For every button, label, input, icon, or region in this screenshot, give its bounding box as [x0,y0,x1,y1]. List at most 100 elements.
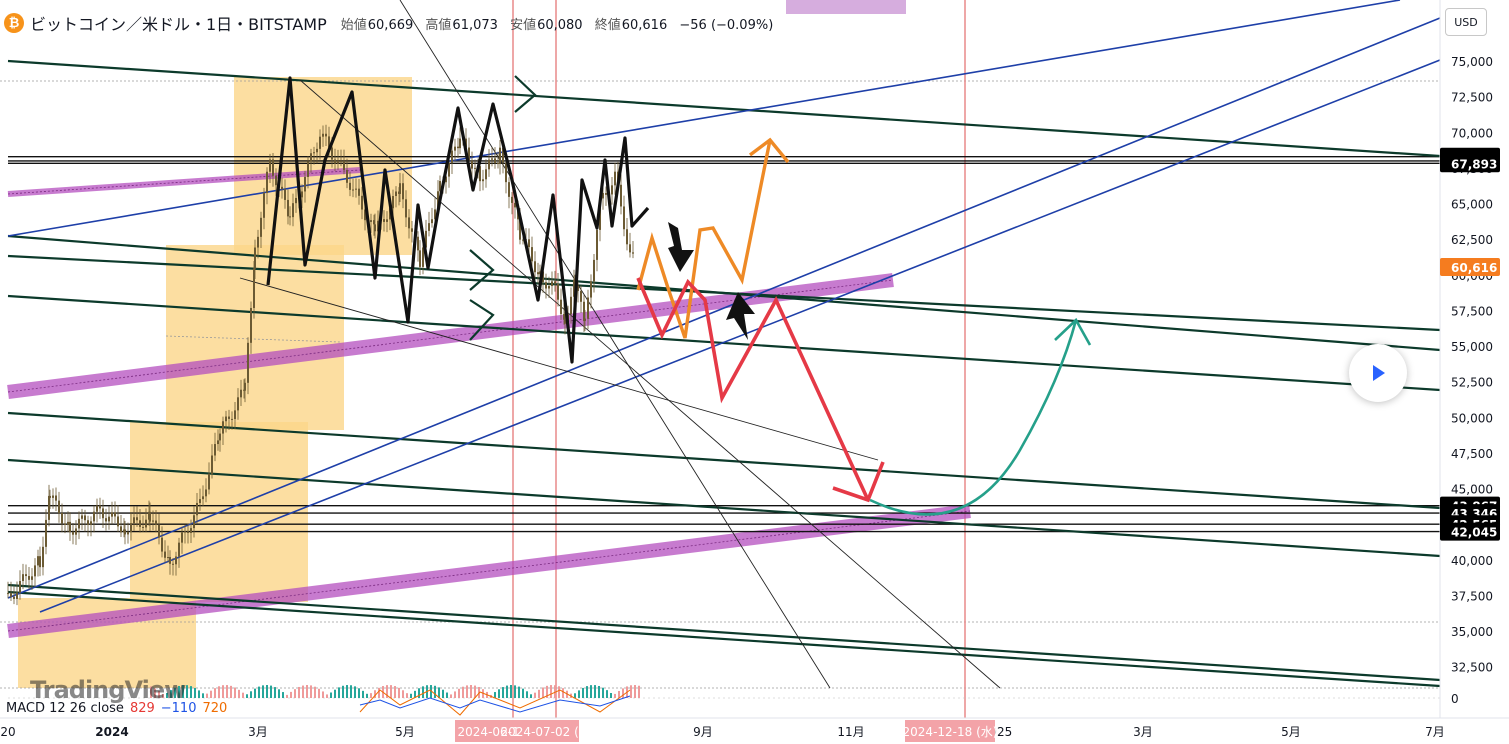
candle-body [28,576,30,580]
close-label: 終値 [594,17,621,33]
candle-body [361,195,363,210]
time-axis-label: 11月 [837,725,864,739]
candle-body [494,158,496,164]
teal-curved-arrow [869,319,1078,516]
close-value: 60,616 [621,17,668,33]
replay-play-button[interactable] [1349,344,1407,402]
macd-bar [542,687,544,698]
play-icon [1373,365,1385,381]
candle-body [81,515,83,519]
candle-body [158,524,160,538]
candle-body [337,160,339,164]
candle-body [584,318,586,321]
macd-bar [262,685,264,698]
macd-bar [374,690,376,698]
candle-body [149,511,151,522]
candle-body [133,517,135,524]
macd-bar [398,687,400,698]
macd-title: MACD 12 26 close [6,701,124,716]
candle-body [269,159,271,172]
candle-body [399,183,401,194]
candle-body [417,236,419,251]
macd-bar [470,685,472,698]
macd-bar [210,690,212,698]
candle-body [87,520,89,525]
candle-body [225,416,227,422]
candle-body [69,521,71,533]
macd-bar [434,685,436,698]
macd-bar [578,690,580,698]
macd-bar [250,691,252,698]
trend-line-dark [7,458,1441,558]
macd-bar [502,687,504,698]
macd-bar [418,688,420,698]
candle-body [346,169,348,183]
trend-line-dark [7,590,1441,688]
candle-body [117,516,119,527]
macd-bar [222,685,224,698]
candle-body [545,282,547,289]
macd-bar [394,686,396,698]
symbol-header[interactable]: ₿ ビットコイン／米ドル・1日・BITSTAMP 始値60,669 高値61,0… [4,6,773,40]
macd-legend[interactable]: MACD 12 26 close 829 −110 720 [6,701,227,716]
candle-body [287,199,289,217]
time-axis-label: 7月 [1425,725,1445,739]
open-label: 始値 [340,17,367,33]
price-axis-bg [1440,0,1509,744]
candle-body [587,297,589,319]
currency-button[interactable]: USD [1445,8,1487,36]
time-axis-label: 20 [0,725,15,739]
candle-body [105,518,107,522]
candle-body [240,389,242,398]
macd-signal-line [359,695,631,713]
macd-bar [218,686,220,698]
purple-band-centerline [7,169,361,195]
candle-body [580,291,582,302]
candle-body [45,519,47,547]
candle-body [511,196,513,203]
candle-body [488,159,490,170]
candle-body [402,183,404,200]
candle-body [193,515,195,529]
candle-body [411,228,413,232]
candle-body [564,319,566,324]
candle-body [451,150,453,164]
candle-body [254,247,256,269]
candle-body [502,147,504,163]
candle-body [196,502,198,516]
candle-body [482,179,484,182]
candle-body [468,147,470,161]
macd-bar [278,689,280,698]
macd-bar [330,692,332,698]
candle-body [448,163,450,177]
candle-body [531,247,533,262]
symbol-title[interactable]: ビットコイン／米ドル・1日・BITSTAMP [30,15,327,34]
candle-body [172,563,174,565]
price-axis-tick-label: 45,000 [1451,483,1493,497]
macd-bar [534,692,536,698]
candle-body [474,167,476,169]
time-axis-label: 5月 [395,725,415,739]
candle-body [272,159,274,176]
macd-bar [282,692,284,698]
macd-bar [454,691,456,698]
candle-body [457,146,459,149]
macd-bar [338,687,340,698]
candle-body [611,185,613,195]
candle-body [120,526,122,533]
candle-body [222,421,224,434]
time-axis-label: 3月 [248,725,268,739]
macd-bar [558,686,560,698]
candle-body [199,499,201,503]
trend-line-dark [7,254,1441,332]
macd-bar [586,686,588,698]
candle-body [257,236,259,248]
macd-bar [334,689,336,698]
candle-body [313,152,315,154]
time-axis-label: 5月 [1281,725,1301,739]
candle-body [514,202,516,208]
price-axis-tick-label: 40,000 [1451,554,1493,568]
macd-bar [450,694,452,698]
